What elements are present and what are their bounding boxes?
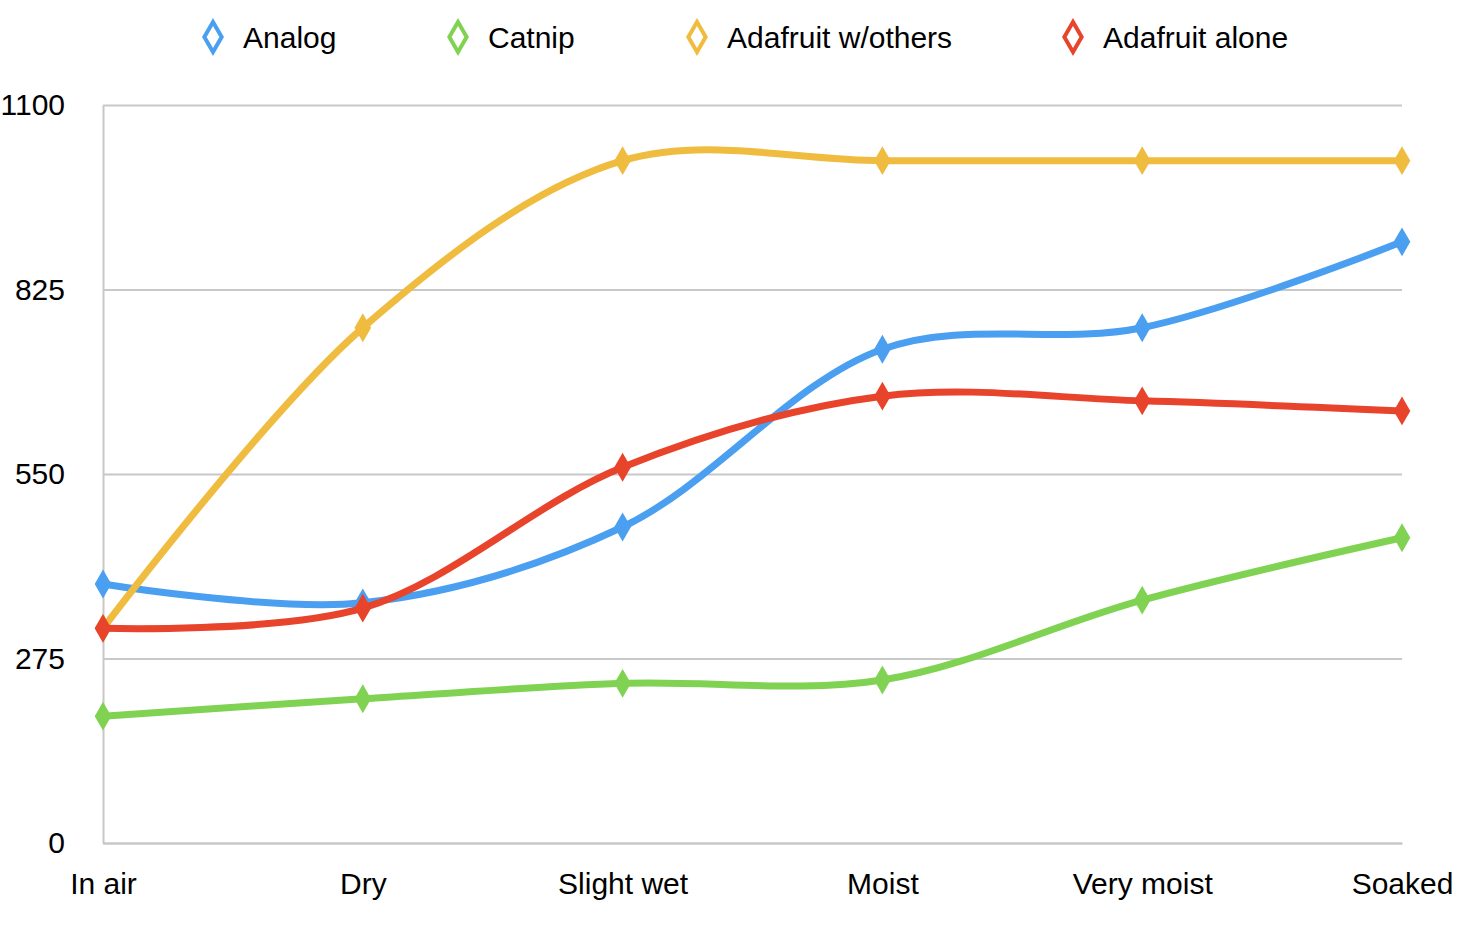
point-marker <box>874 335 891 364</box>
grid-line <box>103 843 1402 845</box>
y-tick: 0 <box>48 826 1402 859</box>
point-marker <box>1134 386 1151 415</box>
y-tick: 275 <box>15 642 1402 675</box>
grid-line <box>103 474 1402 476</box>
point-marker <box>95 570 112 599</box>
x-tick: Dry <box>340 843 387 900</box>
y-tick-label: 1100 <box>0 88 65 121</box>
legend-marker <box>204 22 221 52</box>
x-axis-line <box>104 843 1403 845</box>
point-marker <box>1394 523 1411 552</box>
x-tick-label: Moist <box>847 867 919 900</box>
legend: Analog Catnip Adafruit w/others Adafruit al… <box>204 21 1288 54</box>
point-marker <box>1134 586 1151 615</box>
point-marker <box>354 594 371 623</box>
legend-item: Adafruit alone <box>1064 21 1288 54</box>
legend-label: Adafruit w/others <box>727 21 952 54</box>
point-marker <box>1394 397 1411 426</box>
series-line <box>103 538 1402 716</box>
point-marker <box>1394 146 1411 175</box>
x-tick-label: Dry <box>340 867 387 900</box>
series-group <box>95 146 1411 730</box>
chart-container: 0 275 550 825 1100 In air Dry Slight wet Moist Ve… <box>0 0 1474 936</box>
y-tick-label: 0 <box>48 826 65 859</box>
x-tick: In air <box>70 843 137 900</box>
grid-line <box>103 658 1402 660</box>
point-marker <box>95 614 112 643</box>
x-tick-label: Very moist <box>1073 867 1214 900</box>
y-tick-label: 275 <box>15 642 65 675</box>
point-marker <box>614 146 631 175</box>
point-marker <box>354 684 371 713</box>
point-marker <box>874 382 891 411</box>
legend-item: Catnip <box>449 21 574 54</box>
x-tick-label: Soaked <box>1352 867 1454 900</box>
point-marker <box>614 513 631 542</box>
legend-marker <box>449 22 466 52</box>
plot-area: 0 275 550 825 1100 In air Dry Slight wet Moist Ve… <box>0 88 1453 900</box>
y-tick: 825 <box>15 273 1402 306</box>
series-line <box>103 150 1402 628</box>
point-marker <box>874 146 891 175</box>
point-marker <box>354 313 371 342</box>
point-marker <box>614 669 631 698</box>
legend-label: Adafruit alone <box>1103 21 1288 54</box>
point-marker <box>874 666 891 695</box>
legend-label: Catnip <box>488 21 575 54</box>
y-tick-label: 550 <box>15 457 65 490</box>
x-tick-label: In air <box>70 867 137 900</box>
grid-line <box>103 105 1402 107</box>
x-axis: In air Dry Slight wet Moist Very moist Soaked <box>70 843 1453 900</box>
x-tick: Soaked <box>1352 843 1454 900</box>
x-tick: Moist <box>847 843 919 900</box>
x-tick: Very moist <box>1073 843 1214 900</box>
point-marker <box>614 453 631 482</box>
legend-label: Analog <box>243 21 336 54</box>
legend-item: Analog <box>204 21 336 54</box>
y-tick-label: 825 <box>15 273 65 306</box>
x-tick-label: Slight wet <box>558 867 689 900</box>
point-marker <box>95 702 112 731</box>
grid-line <box>103 289 1402 291</box>
point-marker <box>1134 146 1151 175</box>
legend-item: Adafruit w/others <box>688 21 952 54</box>
point-marker <box>1394 227 1411 256</box>
point-marker <box>95 614 112 643</box>
point-marker <box>1134 313 1151 342</box>
legend-marker <box>1064 22 1081 52</box>
x-tick: Slight wet <box>558 843 689 900</box>
legend-marker <box>688 22 705 52</box>
y-axis: 0 275 550 825 1100 <box>0 88 1402 859</box>
chart-svg: 0 275 550 825 1100 In air Dry Slight wet Moist Ve… <box>0 0 1474 936</box>
series-line <box>103 392 1402 629</box>
y-tick: 1100 <box>0 88 1402 121</box>
